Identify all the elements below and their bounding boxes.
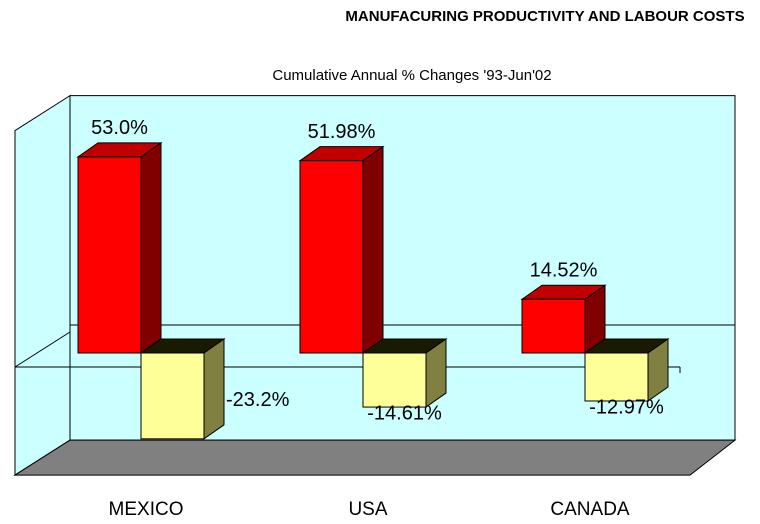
side-wall [14,94,71,477]
data-label: -14.61% [367,402,442,424]
chart-title: MANUFACURING PRODUCTIVITY AND LABOUR COS… [345,8,744,25]
bar [77,156,142,354]
bar-side [203,338,225,440]
bar-side [140,141,162,354]
chart-subtitle: Cumulative Annual % Changes '93-Jun'02 [272,67,551,84]
bar [362,352,427,408]
data-label: -23.2% [226,389,290,411]
data-label: 51.98% [308,121,376,143]
bar [140,352,205,440]
floor [13,439,737,476]
bar [299,160,364,354]
data-label: 53.0% [91,117,148,139]
bar-side [362,145,384,354]
x-tick-label: USA [348,499,387,520]
x-tick-label: MEXICO [109,499,184,520]
zero-line-side [14,331,71,368]
bar [521,298,586,354]
x-tick-label: CANADA [550,499,630,520]
data-label: -12.97% [589,396,664,418]
data-label: 14.52% [530,260,598,282]
bar [584,352,649,402]
